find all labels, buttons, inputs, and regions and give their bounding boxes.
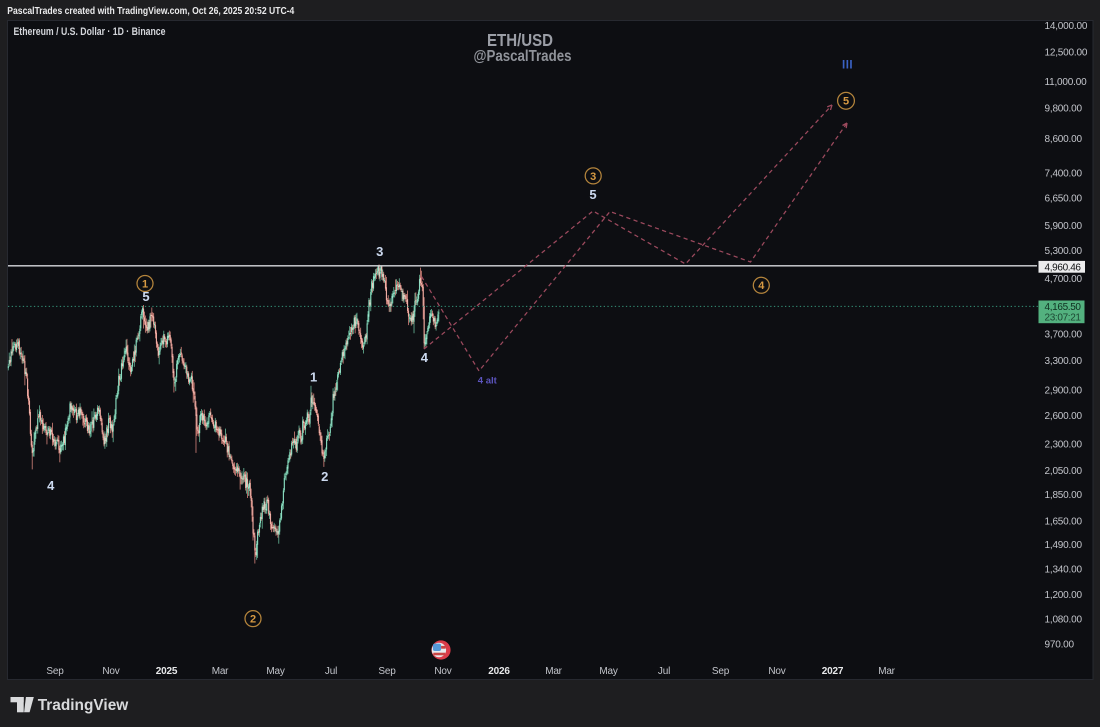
svg-text:4,960.46: 4,960.46 <box>1045 262 1082 273</box>
svg-text:Mar: Mar <box>212 666 229 677</box>
svg-text:14,000.00: 14,000.00 <box>1045 21 1088 32</box>
svg-text:12,500.00: 12,500.00 <box>1045 47 1088 58</box>
svg-text:3: 3 <box>376 244 383 259</box>
svg-text:5: 5 <box>589 187 596 202</box>
svg-text:9,800.00: 9,800.00 <box>1045 104 1083 115</box>
svg-text:May: May <box>266 666 284 677</box>
svg-text:Sep: Sep <box>46 666 64 677</box>
svg-text:4: 4 <box>47 478 55 493</box>
svg-text:2027: 2027 <box>822 666 844 677</box>
svg-text:1: 1 <box>142 278 148 290</box>
svg-text:2,300.00: 2,300.00 <box>1045 439 1083 450</box>
svg-text:2,900.00: 2,900.00 <box>1045 386 1083 397</box>
svg-text:2: 2 <box>321 469 328 484</box>
svg-text:3: 3 <box>590 171 596 183</box>
svg-text:2026: 2026 <box>488 666 510 677</box>
svg-text:Ethereum / U.S. Dollar · 1D ·: Ethereum / U.S. Dollar · 1D · Binance <box>14 26 166 38</box>
svg-text:4,165.50: 4,165.50 <box>1045 302 1082 313</box>
svg-text:Nov: Nov <box>102 666 119 677</box>
svg-text:23:07:21: 23:07:21 <box>1045 313 1082 324</box>
svg-text:1,490.00: 1,490.00 <box>1045 540 1083 551</box>
svg-text:1,200.00: 1,200.00 <box>1045 590 1083 601</box>
svg-text:ETH/USD: ETH/USD <box>487 30 553 50</box>
svg-text:4: 4 <box>421 350 429 365</box>
svg-text:7,400.00: 7,400.00 <box>1045 169 1083 180</box>
svg-text:1: 1 <box>310 369 317 384</box>
svg-text:Sep: Sep <box>378 666 396 677</box>
svg-text:PascalTrades created with Trad: PascalTrades created with TradingView.co… <box>7 6 294 17</box>
svg-text:@PascalTrades: @PascalTrades <box>474 48 572 65</box>
svg-text:1,080.00: 1,080.00 <box>1045 614 1083 625</box>
svg-text:Nov: Nov <box>434 666 451 677</box>
svg-text:4 alt: 4 alt <box>478 375 498 386</box>
svg-text:2,600.00: 2,600.00 <box>1045 411 1083 422</box>
svg-text:11,000.00: 11,000.00 <box>1045 77 1088 88</box>
svg-text:3,300.00: 3,300.00 <box>1045 356 1083 367</box>
svg-text:Mar: Mar <box>545 666 562 677</box>
svg-text:2,050.00: 2,050.00 <box>1045 466 1083 477</box>
svg-text:2025: 2025 <box>156 666 178 677</box>
svg-text:6,650.00: 6,650.00 <box>1045 194 1083 205</box>
svg-text:4: 4 <box>758 280 765 292</box>
svg-text:1,850.00: 1,850.00 <box>1045 490 1083 501</box>
svg-text:3,700.00: 3,700.00 <box>1045 329 1083 340</box>
svg-text:1,340.00: 1,340.00 <box>1045 565 1083 576</box>
svg-text:Mar: Mar <box>878 666 895 677</box>
svg-text:8,600.00: 8,600.00 <box>1045 134 1083 145</box>
svg-text:III: III <box>842 60 853 72</box>
svg-text:Sep: Sep <box>712 666 730 677</box>
svg-text:Nov: Nov <box>768 666 785 677</box>
svg-text:Jul: Jul <box>658 666 670 677</box>
svg-text:May: May <box>599 666 617 677</box>
svg-text:970.00: 970.00 <box>1045 639 1075 650</box>
svg-text:1,650.00: 1,650.00 <box>1045 516 1083 527</box>
svg-text:5: 5 <box>843 96 849 108</box>
svg-text:4,700.00: 4,700.00 <box>1045 274 1083 285</box>
svg-text:TradingView: TradingView <box>38 697 130 714</box>
svg-text:2: 2 <box>250 614 256 626</box>
svg-text:5,900.00: 5,900.00 <box>1045 221 1083 232</box>
svg-text:5,300.00: 5,300.00 <box>1045 246 1083 257</box>
svg-text:5: 5 <box>142 289 149 304</box>
svg-text:Jul: Jul <box>325 666 337 677</box>
